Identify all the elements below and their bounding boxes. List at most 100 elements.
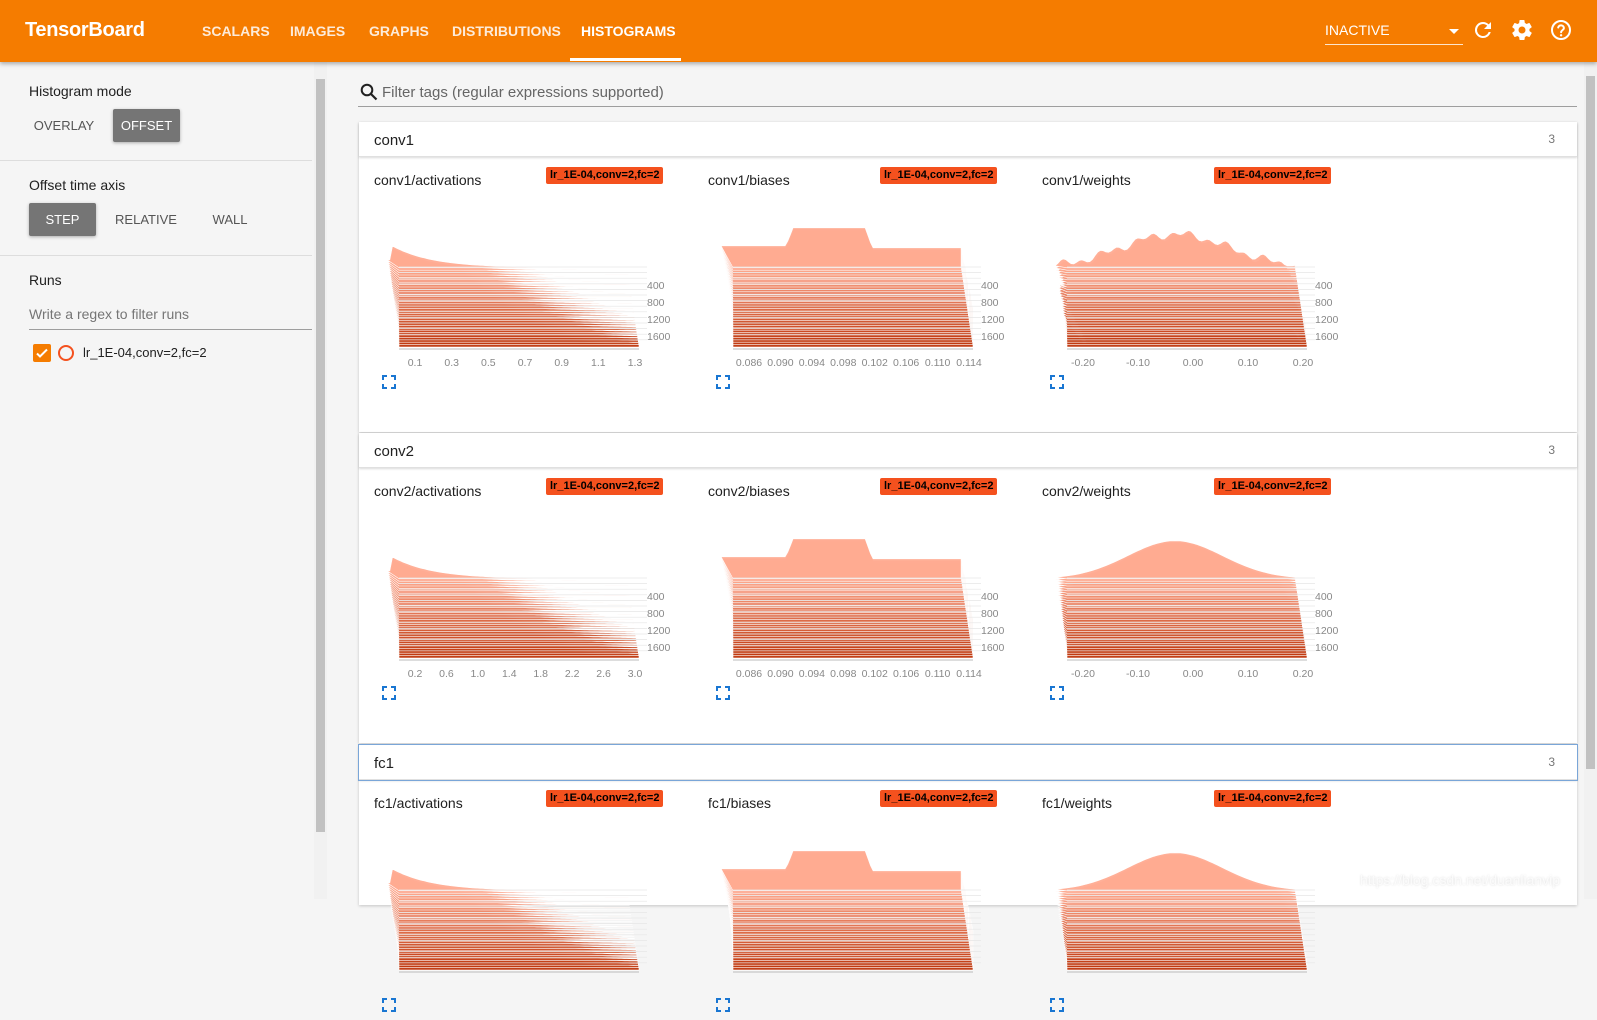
main-scrollbar-thumb[interactable] (1586, 76, 1595, 769)
tag-filter-input[interactable]: Filter tags (regular expressions support… (358, 78, 1577, 107)
x-tick-label: 1.0 (471, 668, 486, 680)
x-tick-label: 1.3 (628, 357, 643, 369)
run-badge: lr_1E-04,conv=2,fc=2 (546, 790, 664, 807)
run-checkbox[interactable] (33, 344, 51, 362)
tag-filter-placeholder: Filter tags (regular expressions support… (382, 84, 664, 101)
card-title: fc1/activations (374, 795, 463, 811)
histogram-card: fc1/activations lr_1E-04,conv=2,fc=2 (359, 780, 679, 1020)
fullscreen-icon[interactable] (382, 686, 396, 700)
y-tick-label: 400 (1315, 591, 1333, 603)
tab-images[interactable]: IMAGES (290, 23, 346, 39)
overlay-mode-button[interactable]: OVERLAY (33, 118, 95, 133)
histogram-card: conv1/biases lr_1E-04,conv=2,fc=2 0.086 0.0… (693, 157, 1013, 397)
tab-graphs[interactable]: GRAPHS (369, 23, 429, 39)
histogram-chart[interactable] (708, 815, 1008, 1000)
x-tick-label: 0.9 (554, 357, 569, 369)
histogram-slice (386, 556, 628, 580)
x-tick-label: 0.090 (767, 357, 793, 369)
run-badge: lr_1E-04,conv=2,fc=2 (1214, 478, 1332, 495)
fullscreen-icon[interactable] (1050, 998, 1064, 1012)
run-color-swatch[interactable] (58, 345, 74, 361)
histogram-chart[interactable] (1042, 815, 1342, 1000)
y-tick-label: 400 (647, 591, 665, 603)
status-select[interactable]: INACTIVE (1325, 18, 1463, 45)
x-tick-label: -0.10 (1126, 357, 1150, 369)
search-icon (360, 83, 378, 101)
runs-filter-placeholder: Write a regex to filter runs (29, 306, 190, 322)
category-header[interactable]: fc1 3 (358, 744, 1578, 781)
runs-filter-input[interactable]: Write a regex to filter runs (29, 303, 312, 330)
y-tick-label: 1600 (647, 331, 671, 343)
sidebar-divider (0, 160, 312, 161)
category-name: conv1 (374, 132, 415, 149)
sidebar-scrollbar-thumb[interactable] (316, 79, 325, 832)
histogram-chart[interactable]: -0.20 -0.10 0.00 0.10 0.20 400 800 1200 1600 (1042, 503, 1342, 688)
relative-axis-button[interactable]: RELATIVE (115, 212, 177, 227)
wall-axis-button[interactable]: WALL (212, 212, 248, 227)
fullscreen-icon[interactable] (382, 375, 396, 389)
tab-distributions[interactable]: DISTRIBUTIONS (452, 23, 561, 39)
x-tick-label: 0.110 (925, 668, 951, 680)
x-tick-label: 0.098 (830, 357, 856, 369)
histogram-slice (720, 227, 962, 269)
category-header[interactable]: conv2 3 (359, 433, 1577, 468)
x-tick-label: 1.8 (533, 668, 548, 680)
settings-icon[interactable] (1510, 18, 1534, 42)
help-icon[interactable] (1549, 18, 1573, 42)
histogram-chart[interactable]: 0.2 0.6 1.0 1.4 1.8 2.2 2.6 3.0 400 800 1200 1600 (374, 503, 674, 688)
histogram-chart[interactable] (374, 815, 674, 1000)
histogram-card: conv2/biases lr_1E-04,conv=2,fc=2 0.086 0.0… (693, 468, 1013, 708)
sidebar-scrollbar[interactable] (314, 62, 327, 899)
histogram-chart[interactable]: 0.086 0.090 0.094 0.098 0.102 0.106 0.110 0.114… (708, 192, 1008, 377)
x-tick-label: 0.094 (799, 357, 825, 369)
run-badge: lr_1E-04,conv=2,fc=2 (546, 167, 664, 184)
run-badge: lr_1E-04,conv=2,fc=2 (546, 478, 664, 495)
histogram-card: conv1/weights lr_1E-04,conv=2,fc=2 -0.20 -0… (1027, 157, 1347, 397)
tab-histograms[interactable]: HISTOGRAMS (581, 23, 676, 39)
y-tick-label: 800 (1315, 608, 1333, 620)
y-tick-label: 400 (647, 280, 665, 292)
x-tick-label: 0.110 (925, 357, 951, 369)
x-tick-label: 0.20 (1293, 668, 1314, 680)
status-select-value: INACTIVE (1325, 22, 1390, 38)
card-title: fc1/biases (708, 795, 772, 811)
fullscreen-icon[interactable] (716, 998, 730, 1012)
offset-mode-button[interactable]: OFFSET (113, 109, 180, 142)
histogram-slice (1055, 540, 1296, 580)
x-tick-label: 0.114 (956, 668, 982, 680)
run-badge: lr_1E-04,conv=2,fc=2 (880, 790, 998, 807)
histogram-slice (1054, 230, 1296, 269)
main-scrollbar[interactable] (1584, 62, 1597, 899)
reload-icon[interactable] (1471, 18, 1495, 42)
runs-label: Runs (29, 272, 62, 288)
x-tick-label: 0.6 (439, 668, 454, 680)
x-tick-label: 0.5 (481, 357, 496, 369)
fullscreen-icon[interactable] (1050, 375, 1064, 389)
histogram-chart[interactable]: -0.20 -0.10 0.00 0.10 0.20 400 800 1200 1600 (1042, 192, 1342, 377)
x-tick-label: -0.20 (1071, 357, 1095, 369)
category-header[interactable]: conv1 3 (359, 122, 1577, 157)
x-tick-label: 0.090 (767, 668, 793, 680)
category-count: 3 (1548, 755, 1555, 769)
histogram-card: fc1/biases lr_1E-04,conv=2,fc=2 (693, 780, 1013, 1020)
sidebar-divider (0, 255, 312, 256)
y-tick-label: 800 (647, 297, 665, 309)
check-icon (36, 348, 48, 358)
x-tick-label: 2.6 (596, 668, 611, 680)
y-tick-label: 1600 (981, 642, 1005, 654)
fullscreen-icon[interactable] (716, 375, 730, 389)
x-tick-label: 0.086 (736, 357, 762, 369)
tab-scalars[interactable]: SCALARS (202, 23, 270, 39)
x-tick-label: 3.0 (628, 668, 643, 680)
x-tick-label: -0.20 (1071, 668, 1095, 680)
histogram-chart[interactable]: 0.086 0.090 0.094 0.098 0.102 0.106 0.110 0.114… (708, 503, 1008, 688)
x-tick-label: 0.1 (408, 357, 423, 369)
histogram-chart[interactable]: 0.1 0.3 0.5 0.7 0.9 1.1 1.3 400 800 1200 1600 (374, 192, 674, 377)
y-tick-label: 1200 (981, 314, 1005, 326)
fullscreen-icon[interactable] (1050, 686, 1064, 700)
fullscreen-icon[interactable] (382, 998, 396, 1012)
y-tick-label: 1600 (981, 331, 1005, 343)
step-axis-button[interactable]: STEP (29, 203, 96, 236)
x-tick-label: 1.1 (591, 357, 606, 369)
fullscreen-icon[interactable] (716, 686, 730, 700)
